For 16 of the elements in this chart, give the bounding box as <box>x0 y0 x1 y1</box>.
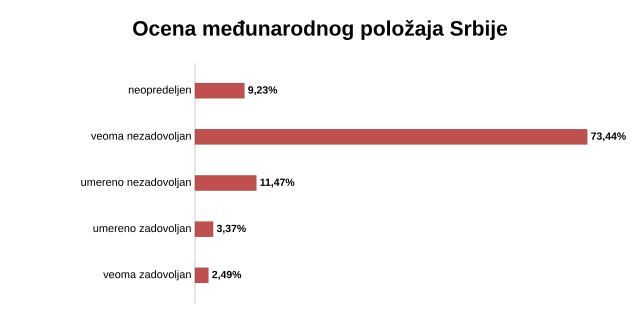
chart-title: Ocena međunarodnog položaja Srbije <box>133 20 508 40</box>
bar <box>194 83 244 98</box>
data-label: 9,23% <box>248 86 278 96</box>
y-tick-label: neopredeljen <box>128 86 191 96</box>
y-tick-label: veoma zadovoljan <box>103 270 191 280</box>
bar <box>194 129 588 145</box>
bar <box>194 175 256 191</box>
bar <box>194 221 214 237</box>
y-tick-label: veoma nezadovoljan <box>90 132 191 142</box>
data-label: 11,47% <box>260 178 294 188</box>
bar <box>194 268 208 284</box>
y-tick-label: umereno nezadovoljan <box>81 178 191 188</box>
data-label: 73,44% <box>591 132 626 142</box>
y-tick-label: umereno zadovoljan <box>94 224 191 234</box>
data-label: 3,37% <box>216 224 246 234</box>
data-label: 2,49% <box>212 270 242 280</box>
